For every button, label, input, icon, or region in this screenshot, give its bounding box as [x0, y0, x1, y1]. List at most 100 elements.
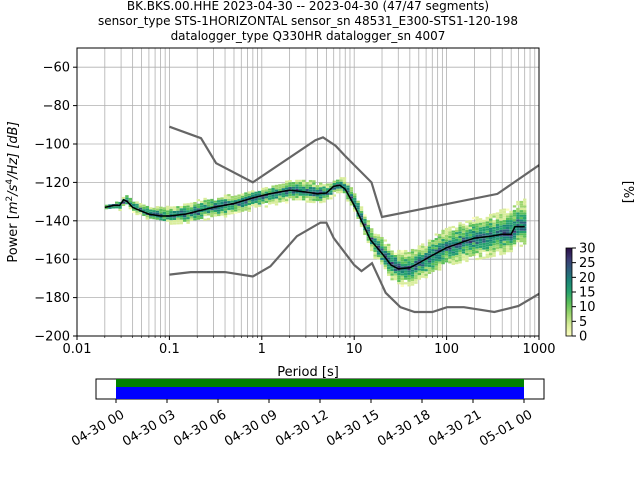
psd-cell — [400, 261, 405, 264]
psd-cell — [519, 212, 524, 215]
psd-cell — [132, 203, 136, 207]
psd-cell — [176, 210, 180, 213]
psd-cell — [121, 203, 126, 207]
psd-cell — [468, 233, 473, 237]
psd-cell — [482, 247, 486, 250]
psd-cell — [285, 187, 289, 190]
psd-cell — [336, 186, 340, 189]
psd-cell — [424, 264, 428, 267]
psd-cell — [193, 204, 197, 207]
psd-cell — [193, 201, 197, 205]
psd-cell — [176, 222, 180, 225]
psd-cell — [499, 216, 503, 219]
psd-cell — [370, 244, 374, 247]
psd-cell — [434, 240, 439, 243]
psd-cell — [302, 179, 306, 182]
psd-cell — [441, 252, 445, 256]
psd-cell — [268, 199, 272, 203]
psd-cell — [288, 196, 292, 199]
psd-cell — [434, 261, 439, 264]
psd-cell — [397, 254, 401, 257]
psd-cell — [404, 252, 408, 255]
psd-cell — [499, 236, 503, 240]
psd-cell — [455, 234, 459, 237]
psd-cell — [346, 194, 350, 197]
y-label-hz: /Hz] [dB] — [6, 121, 21, 180]
psd-cell — [441, 238, 445, 242]
psd-cell — [387, 264, 391, 267]
psd-cell — [383, 267, 388, 270]
psd-cell — [285, 185, 289, 188]
psd-cell — [206, 204, 211, 207]
psd-cell — [421, 250, 425, 253]
psd-cell — [257, 190, 262, 194]
psd-cell — [495, 237, 500, 240]
psd-cell — [213, 200, 218, 203]
y-tick-label: −60 — [43, 61, 70, 76]
psd-cell — [492, 247, 496, 250]
psd-cell — [482, 228, 486, 232]
psd-cell — [349, 191, 354, 194]
psd-cell — [349, 203, 354, 206]
psd-cell — [499, 234, 503, 237]
psd-cell — [434, 254, 439, 257]
psd-cell — [223, 194, 228, 197]
psd-cell — [485, 228, 490, 231]
psd-cell — [380, 239, 384, 242]
psd-cell — [376, 243, 381, 246]
psd-cell — [478, 225, 483, 228]
psd-cell — [441, 257, 445, 260]
psd-cell — [523, 205, 527, 208]
psd-cell — [227, 198, 231, 201]
psd-cell — [176, 206, 180, 209]
psd-cell — [492, 254, 496, 257]
psd-cell — [485, 242, 490, 245]
psd-cell — [523, 240, 527, 243]
psd-cell — [506, 229, 510, 232]
psd-cell — [431, 258, 435, 261]
psd-cell — [390, 259, 394, 262]
psd-cell — [519, 228, 524, 231]
psd-cell — [458, 224, 462, 227]
psd-cell — [234, 209, 238, 212]
psd-cell — [278, 193, 282, 196]
psd-cell — [319, 184, 323, 188]
psd-cell — [499, 223, 503, 226]
psd-cell — [349, 187, 354, 190]
psd-cell — [523, 203, 527, 206]
psd-cell — [468, 220, 473, 223]
psd-cell — [519, 237, 524, 240]
psd-cell — [512, 209, 517, 213]
psd-cell — [407, 258, 411, 262]
psd-cell — [217, 200, 221, 203]
psd-cell — [444, 257, 449, 261]
psd-cell — [302, 186, 306, 189]
y-label-exp2: 2 — [5, 196, 15, 202]
psd-cell — [516, 223, 520, 227]
psd-cell — [421, 268, 425, 271]
psd-cell — [274, 200, 279, 204]
psd-cell — [390, 255, 394, 258]
psd-cell — [499, 232, 503, 235]
psd-cell — [441, 234, 445, 237]
psd-cell — [495, 235, 500, 238]
psd-cell — [254, 203, 258, 206]
psd-cell — [407, 265, 411, 268]
psd-cell — [414, 267, 418, 271]
psd-cell — [506, 213, 510, 216]
psd-cell — [291, 182, 296, 185]
psd-cell — [183, 219, 187, 222]
psd-cell — [519, 240, 524, 243]
psd-cell — [472, 240, 476, 243]
psd-cell — [509, 250, 513, 253]
psd-cell — [397, 256, 401, 259]
psd-cell — [376, 257, 381, 260]
psd-cell — [516, 240, 520, 243]
psd-cell — [203, 218, 207, 221]
psd-cell — [489, 230, 493, 233]
psd-cell — [186, 217, 190, 220]
psd-cell — [502, 208, 507, 211]
psd-cell — [438, 240, 442, 244]
psd-cell — [400, 264, 405, 267]
psd-cell — [336, 181, 340, 185]
